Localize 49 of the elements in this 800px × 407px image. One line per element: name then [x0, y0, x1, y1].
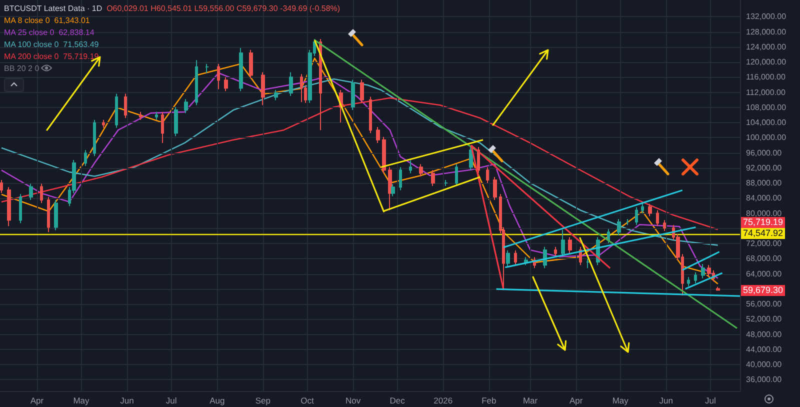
text: BTCUSDT Latest Data · 1D	[4, 4, 102, 13]
x-tick-label: May	[612, 396, 630, 406]
x-tick-label: Jul	[705, 396, 716, 406]
y-tick-label: 56,000.00	[746, 300, 782, 309]
y-tick-label: 88,000.00	[746, 178, 782, 188]
x-tick-label: Apr	[569, 396, 583, 406]
y-tick-label: 84,000.00	[746, 194, 782, 203]
x-tick-label: Jun	[120, 396, 134, 406]
x-tick-label: 2026	[434, 396, 453, 406]
text: MA 100 close 0 71,563.49	[4, 40, 99, 49]
y-tick-label: 104,000.00	[746, 118, 787, 128]
y-tick-label: 64,000.00	[746, 269, 782, 278]
y-tick-label: 40,000.00	[746, 360, 782, 370]
y-tick-label: 132,000.00	[746, 12, 787, 22]
annotation: 59,679.30	[741, 284, 786, 296]
x-tick-label: Dec	[390, 396, 406, 406]
y-tick-label: 44,000.00	[746, 344, 782, 354]
y-tick-label: 52,000.00	[746, 314, 782, 324]
y-tick-label: 112,000.00	[746, 88, 786, 97]
y-tick-label: 124,000.00	[746, 42, 787, 52]
ref-line-label: 74,547.92	[741, 228, 786, 240]
x-tick-label: Feb	[482, 396, 496, 406]
text: MA 200 close 0 75,719.19	[4, 52, 99, 61]
annotation: 75,719.19	[741, 216, 786, 228]
y-tick-label: 68,000.00	[746, 254, 782, 264]
x-tick-label: Aug	[210, 396, 225, 406]
text: O60,029.01 H60,545.01 L59,556.00 C59,679.30 -349.69 (-0.58%)	[106, 4, 340, 13]
y-tick-label: 116,000.00	[746, 72, 786, 82]
x-tick-label: Jul	[166, 396, 177, 406]
x-tick-label: Oct	[300, 396, 314, 406]
x-tick-label: Mar	[522, 396, 538, 406]
y-tick-label: 108,000.00	[746, 102, 787, 112]
x-tick-label: Nov	[345, 396, 362, 406]
annotation: BB 20 2 0	[4, 64, 40, 73]
y-tick-label: 48,000.00	[746, 330, 782, 339]
y-tick-label: 100,000.00	[746, 133, 787, 142]
y-tick-label: 128,000.00	[746, 27, 787, 36]
x-tick-label: Jun	[659, 396, 674, 406]
text: MA 8 close 0 61,343.01	[4, 16, 90, 25]
y-tick-label: 120,000.00	[746, 58, 787, 67]
x-tick-label: Apr	[30, 396, 44, 406]
y-tick-label: 92,000.00	[746, 163, 782, 172]
y-tick-label: 96,000.00	[746, 148, 782, 158]
y-tick-label: 36,000.00	[746, 375, 782, 384]
x-tick-label: Sep	[255, 396, 271, 406]
x-tick-label: May	[73, 396, 90, 406]
y-tick-label: 80,000.00	[746, 208, 782, 218]
y-tick-label: 72,000.00	[746, 239, 782, 248]
text: MA 25 close 0 62,838.14	[4, 28, 94, 37]
